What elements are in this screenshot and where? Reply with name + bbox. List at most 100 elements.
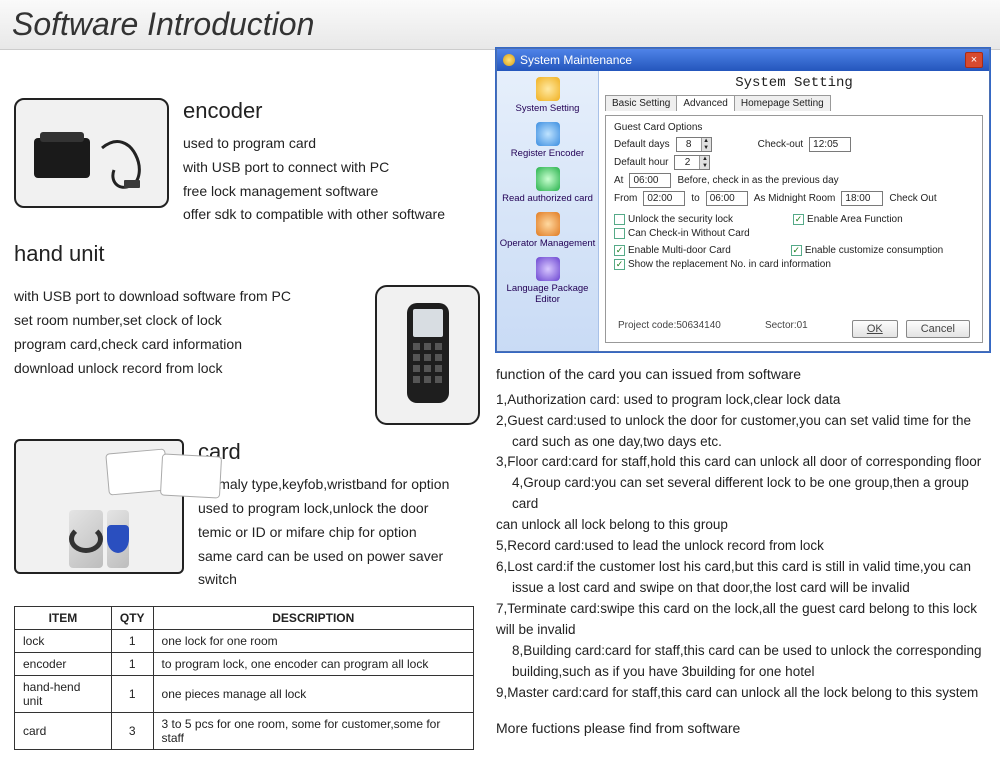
- sidebar-icon: [536, 77, 560, 101]
- table-cell: one lock for one room: [153, 630, 473, 653]
- table-row: card33 to 5 pcs for one room, some for c…: [15, 713, 474, 750]
- sidebar-item[interactable]: Register Encoder: [499, 120, 596, 165]
- tab-basic-setting[interactable]: Basic Setting: [605, 95, 677, 111]
- midnight-time-input[interactable]: 18:00: [841, 191, 883, 206]
- function-line: 7,Terminate card:swipe this card on the …: [496, 599, 990, 620]
- sidebar-label: Operator Management: [499, 238, 596, 249]
- encoder-line: used to program card: [183, 132, 445, 156]
- checkout-label: Check-out: [758, 139, 804, 150]
- table-row: encoder1to program lock, one encoder can…: [15, 653, 474, 676]
- card-lines: normaly type,keyfob,wristband for option…: [198, 473, 480, 592]
- card-line: same card can be used on power saver swi…: [198, 545, 480, 593]
- to-label: to: [691, 193, 699, 204]
- at-note: Before, check in as the previous day: [677, 175, 838, 186]
- function-line: can unlock all lock belong to this group: [496, 515, 990, 536]
- title-bar: Software Introduction: [0, 0, 1000, 50]
- sidebar-item[interactable]: Operator Management: [499, 210, 596, 255]
- handunit-line: with USB port to download software from …: [14, 285, 363, 309]
- function-line: building,such as if you have 3building f…: [496, 662, 990, 683]
- at-label: At: [614, 175, 623, 186]
- encoder-line: free lock management software: [183, 180, 445, 204]
- default-days-input[interactable]: 8▲▼: [676, 137, 712, 152]
- chk-replace[interactable]: ✓Show the replacement No. in card inform…: [614, 259, 831, 270]
- at-time-input[interactable]: 06:00: [629, 173, 671, 188]
- project-code: Project code:50634140: [618, 320, 721, 338]
- table-cell: one pieces manage all lock: [153, 676, 473, 713]
- right-column: System Maintenance × System Setting Regis…: [490, 50, 1000, 750]
- function-line: 1,Authorization card: used to program lo…: [496, 390, 990, 411]
- chk-custom[interactable]: ✓Enable customize consumption: [791, 245, 943, 256]
- table-cell: 1: [111, 653, 153, 676]
- function-line: 9,Master card:card for staff,this card c…: [496, 683, 990, 704]
- card-image: [14, 439, 184, 574]
- encoder-lines: used to program cardwith USB port to con…: [183, 132, 445, 227]
- sector-label: Sector:01: [765, 320, 808, 338]
- sidebar-label: Register Encoder: [499, 148, 596, 159]
- sidebar-item[interactable]: Language Package Editor: [499, 255, 596, 311]
- table-cell: to program lock, one encoder can program…: [153, 653, 473, 676]
- card-section: card normaly type,keyfob,wristband for o…: [14, 439, 480, 592]
- left-column: encoder used to program cardwith USB por…: [0, 50, 490, 750]
- from-label: From: [614, 193, 637, 204]
- to-time-input[interactable]: 06:00: [706, 191, 748, 206]
- card-heading: card: [198, 439, 480, 465]
- handunit-line: download unlock record from lock: [14, 357, 363, 381]
- tab-advanced[interactable]: Advanced: [676, 95, 734, 111]
- chk-unlock[interactable]: Unlock the security lock: [614, 214, 733, 225]
- sidebar-label: Read authorized card: [499, 193, 596, 204]
- chk-nocard[interactable]: Can Check-in Without Card: [614, 228, 750, 239]
- table-cell: 3 to 5 pcs for one room, some for custom…: [153, 713, 473, 750]
- checkout-input[interactable]: 12:05: [809, 137, 851, 152]
- sidebar-item[interactable]: Read authorized card: [499, 165, 596, 210]
- window-sidebar: System Setting Register Encoder Read autho…: [497, 71, 599, 351]
- chk-multi[interactable]: ✓Enable Multi-door Card: [614, 245, 731, 256]
- sidebar-icon: [536, 212, 560, 236]
- table-cell: 3: [111, 713, 153, 750]
- page-title: Software Introduction: [12, 6, 988, 43]
- functions-text: function of the card you can issued from…: [496, 364, 990, 739]
- encoder-heading: encoder: [183, 98, 445, 124]
- window-tabs: Basic SettingAdvancedHomepage Setting: [605, 95, 983, 111]
- table-header: ITEM: [15, 607, 112, 630]
- default-days-label: Default days: [614, 139, 670, 150]
- encoder-section: encoder used to program cardwith USB por…: [14, 98, 480, 227]
- sidebar-icon: [536, 257, 560, 281]
- table-cell: lock: [15, 630, 112, 653]
- table-cell: 1: [111, 676, 153, 713]
- function-line: 4,Group card:you can set several differe…: [496, 473, 990, 515]
- function-line: will be invalid: [496, 620, 990, 641]
- sidebar-label: Language Package Editor: [499, 283, 596, 305]
- table-cell: encoder: [15, 653, 112, 676]
- default-hour-input[interactable]: 2▲▼: [674, 155, 710, 170]
- default-hour-label: Default hour: [614, 157, 668, 168]
- handunit-lines: with USB port to download software from …: [14, 285, 363, 380]
- sidebar-item[interactable]: System Setting: [499, 75, 596, 120]
- card-line: temic or ID or mifare chip for option: [198, 521, 480, 545]
- functions-heading: function of the card you can issued from…: [496, 364, 990, 386]
- handunit-line: program card,check card information: [14, 333, 363, 357]
- from-time-input[interactable]: 02:00: [643, 191, 685, 206]
- handunit-section: hand unit with USB port to download soft…: [14, 241, 480, 425]
- item-table: ITEMQTYDESCRIPTION lock1one lock for one…: [14, 606, 474, 750]
- cancel-button[interactable]: Cancel: [906, 320, 970, 338]
- encoder-line: with USB port to connect with PC: [183, 156, 445, 180]
- setting-title: System Setting: [605, 75, 983, 91]
- encoder-line: offer sdk to compatible with other softw…: [183, 203, 445, 227]
- window-title: System Maintenance: [520, 53, 632, 67]
- table-row: hand-hend unit1one pieces manage all loc…: [15, 676, 474, 713]
- midnight-label: As Midnight Room: [754, 193, 836, 204]
- function-line: 8,Building card:card for staff,this card…: [496, 641, 990, 662]
- table-cell: card: [15, 713, 112, 750]
- function-line: issue a lost card and swipe on that door…: [496, 578, 990, 599]
- close-button[interactable]: ×: [965, 52, 983, 68]
- card-line: normaly type,keyfob,wristband for option: [198, 473, 480, 497]
- function-line: 2,Guest card:used to unlock the door for…: [496, 411, 990, 432]
- chk-area[interactable]: ✓Enable Area Function: [793, 214, 903, 225]
- handunit-heading: hand unit: [14, 241, 480, 267]
- window-titlebar: System Maintenance ×: [497, 49, 989, 71]
- ok-button[interactable]: OK: [852, 320, 898, 338]
- settings-pane: Guest Card Options Default days 8▲▼ Chec…: [605, 115, 983, 343]
- table-header: QTY: [111, 607, 153, 630]
- table-header: DESCRIPTION: [153, 607, 473, 630]
- tab-homepage-setting[interactable]: Homepage Setting: [734, 95, 831, 111]
